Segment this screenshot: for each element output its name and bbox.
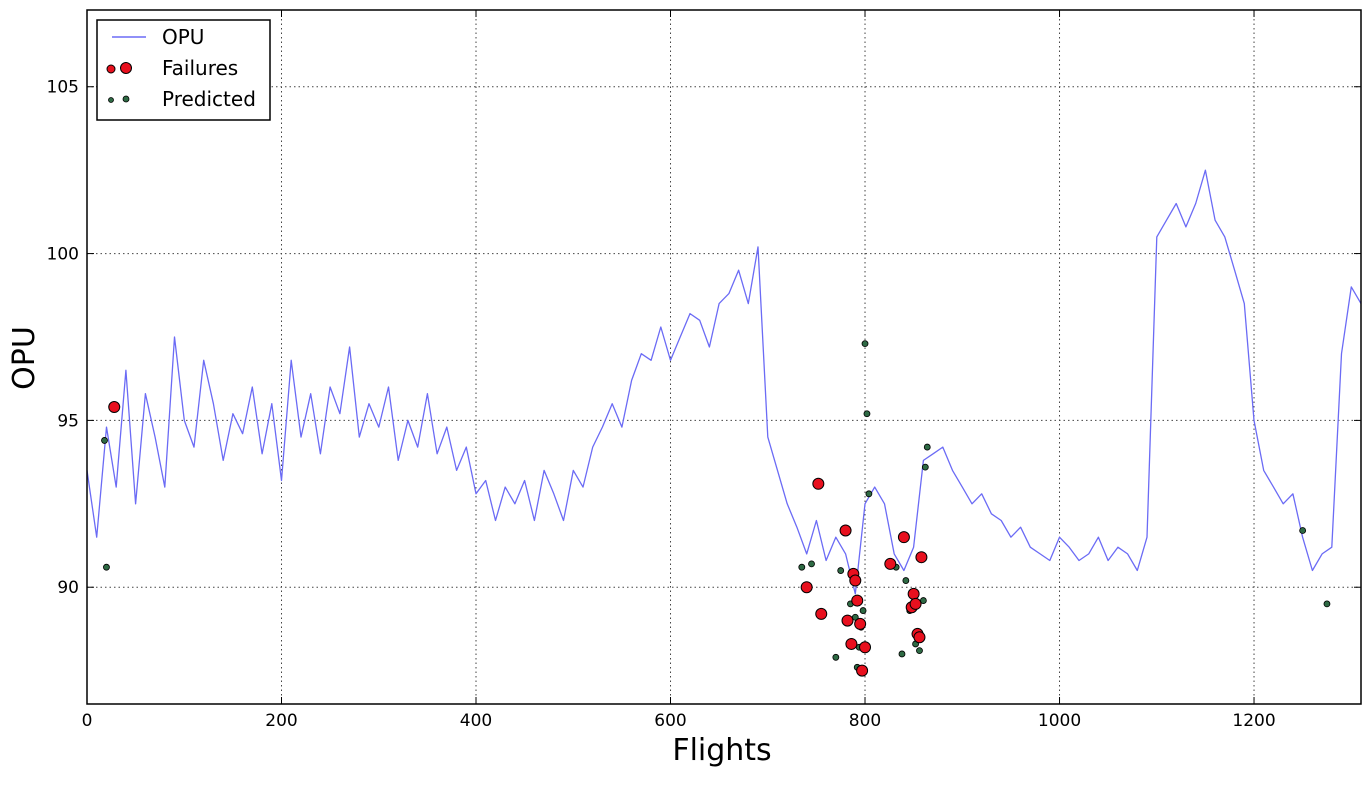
legend: OPU Failures Predicted	[96, 19, 271, 121]
predicted-point	[103, 563, 110, 571]
failure-point	[841, 614, 854, 627]
x-axis-title: Flights	[672, 733, 771, 768]
failure-point	[800, 581, 813, 594]
failure-point	[897, 531, 910, 544]
failure-point	[859, 641, 872, 654]
x-tick-label: 0	[82, 711, 93, 731]
legend-predicted-label: Predicted	[162, 87, 256, 111]
predicted-point	[923, 443, 931, 451]
y-tick-label: 105	[47, 78, 79, 98]
predicted-point	[863, 410, 871, 418]
x-tick-label: 1000	[1038, 711, 1081, 731]
failure-point	[884, 557, 897, 570]
failure-point	[915, 551, 928, 564]
predicted-point	[101, 437, 108, 444]
predicted-point	[902, 577, 910, 584]
x-tick-label: 400	[460, 711, 492, 731]
legend-failures-label: Failures	[162, 56, 238, 80]
failure-point	[812, 477, 825, 490]
x-tick-label: 200	[265, 711, 297, 731]
failures-series	[108, 401, 928, 677]
y-tick-label: 100	[47, 245, 79, 265]
predicted-point	[916, 647, 923, 655]
axis-ticks: 0 200 400 600 800 1000 1200 90 95 100 105	[47, 10, 1361, 731]
predicted-point	[859, 607, 867, 614]
opu-series	[86, 169, 1362, 595]
predicted-point	[1323, 600, 1331, 608]
failure-point	[815, 607, 828, 620]
failure-point	[854, 617, 867, 630]
legend-predicted-marker	[122, 95, 130, 103]
failure-point	[849, 574, 862, 587]
y-axis-title: OPU	[7, 326, 42, 390]
predicted-point	[898, 650, 906, 658]
plot-frame	[86, 9, 1362, 705]
y-tick-label: 95	[57, 411, 79, 431]
predicted-point	[861, 340, 869, 348]
failure-point	[856, 664, 869, 677]
predicted-point	[1299, 527, 1307, 534]
legend-predicted-marker-small	[108, 97, 114, 103]
legend-failures-marker	[120, 62, 132, 74]
failure-point	[851, 594, 864, 607]
failure-point	[907, 587, 920, 600]
failure-point	[909, 597, 922, 610]
predicted-point	[798, 563, 806, 571]
failure-point	[845, 637, 858, 650]
predicted-point	[865, 490, 873, 498]
predicted-point	[832, 653, 840, 661]
x-tick-label: 1200	[1232, 711, 1275, 731]
legend-failures-marker-small	[106, 64, 116, 74]
opu-line	[86, 169, 1362, 595]
predicted-point	[808, 560, 815, 568]
failure-point	[839, 524, 852, 537]
legend-opu-label: OPU	[162, 25, 204, 49]
predicted-point	[837, 567, 845, 574]
failure-point	[913, 631, 926, 644]
x-tick-label: 800	[849, 711, 881, 731]
y-tick-label: 90	[57, 578, 79, 598]
plot-area	[87, 10, 1361, 704]
x-tick-label: 600	[654, 711, 686, 731]
failure-point	[108, 401, 121, 414]
predicted-point	[921, 463, 929, 471]
